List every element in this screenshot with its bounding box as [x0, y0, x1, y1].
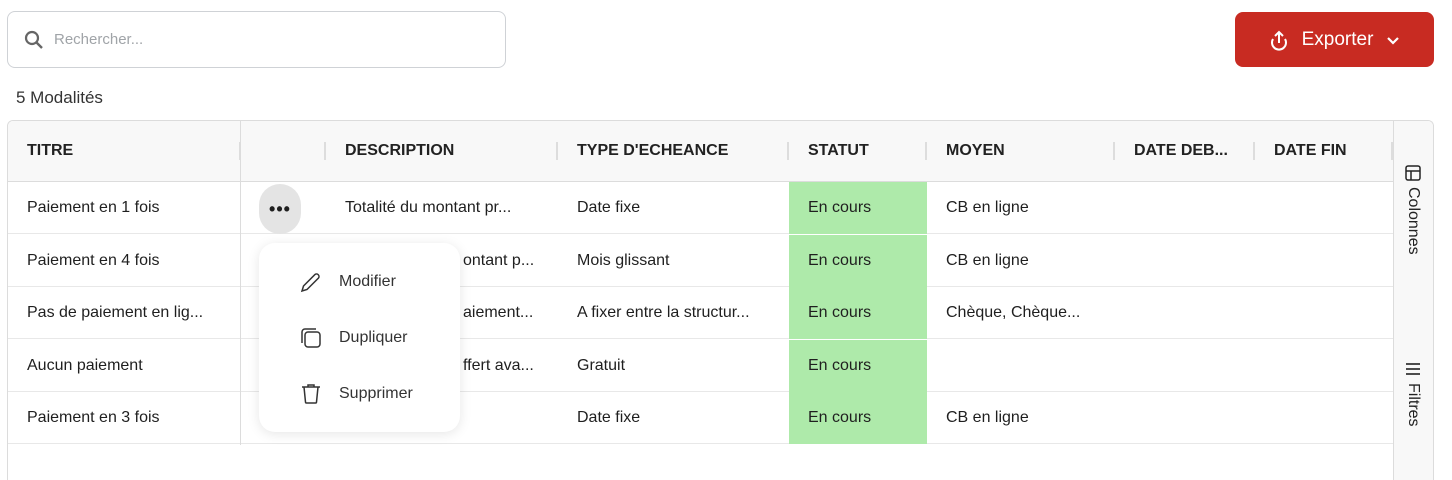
- column-header[interactable]: TITRE: [8, 121, 241, 181]
- column-header[interactable]: DATE FIN: [1255, 121, 1393, 181]
- cell-type: Date fixe: [577, 199, 641, 216]
- cell-type: Gratuit: [577, 356, 626, 374]
- grid-header: TITRE DESCRIPTION TYPE D'ECHEANCE STATUT MOY…: [8, 121, 1393, 182]
- menu-item-label: Dupliquer: [339, 329, 408, 346]
- more-icon: •••: [269, 198, 291, 219]
- column-header[interactable]: [241, 121, 326, 181]
- column-header[interactable]: DESCRIPTION: [326, 121, 558, 181]
- cell-type: Mois glissant: [577, 251, 670, 269]
- pinned-column-divider: [240, 121, 241, 445]
- columns-label: Colonnes: [1405, 187, 1422, 255]
- menu-item-label: Modifier: [339, 273, 396, 290]
- side-bar: Colonnes Filtres: [1393, 121, 1433, 480]
- cell-date-fin: [1255, 392, 1393, 444]
- cell-moyen: [927, 340, 1115, 392]
- export-label: Exporter: [1301, 28, 1374, 50]
- cell-moyen: CB en ligne: [946, 251, 1029, 269]
- search-input[interactable]: [54, 31, 474, 48]
- column-header-label: MOYEN: [946, 142, 1005, 159]
- cell-description: ffert ava...: [463, 356, 534, 374]
- row-actions-button[interactable]: •••: [259, 184, 301, 234]
- cell-date-fin: [1255, 235, 1393, 287]
- column-header[interactable]: STATUT: [789, 121, 927, 181]
- cell-type: Date fixe: [577, 409, 641, 426]
- cell-statut: En cours: [789, 339, 927, 392]
- cell-description: ontant p...: [463, 251, 535, 269]
- cell-date-fin: [1255, 287, 1393, 339]
- cell-date-debut: [1115, 235, 1255, 287]
- table-row[interactable]: Paiement en 4 fois ontant p... Mois glissa…: [8, 234, 1393, 287]
- filters-panel-button[interactable]: Filtres: [1404, 361, 1422, 427]
- column-resize-handle[interactable]: [925, 142, 927, 160]
- cell-moyen: CB en ligne: [946, 199, 1029, 216]
- column-resize-handle[interactable]: [1391, 142, 1393, 160]
- columns-panel-button[interactable]: Colonnes: [1404, 165, 1422, 255]
- column-header[interactable]: TYPE D'ECHEANCE: [558, 121, 789, 181]
- cell-moyen: CB en ligne: [946, 409, 1029, 426]
- cell-titre: Paiement en 3 fois: [27, 409, 160, 426]
- table-row[interactable]: Pas de paiement en lig... aiement... A fix…: [8, 287, 1393, 339]
- cell-titre: Pas de paiement en lig...: [27, 304, 204, 321]
- column-resize-handle[interactable]: [787, 142, 789, 160]
- row-actions-menu: Modifier Dupliquer Supprimer: [259, 243, 460, 432]
- menu-item-supprimer[interactable]: Supprimer: [259, 366, 460, 422]
- column-header-label: TYPE D'ECHEANCE: [577, 142, 729, 159]
- cell-type: A fixer entre la structur...: [577, 304, 750, 321]
- filters-label: Filtres: [1405, 383, 1422, 427]
- column-resize-handle[interactable]: [556, 142, 558, 160]
- cell-titre: Paiement en 4 fois: [27, 251, 160, 269]
- cell-date-fin: [1255, 182, 1393, 234]
- menu-item-modifier[interactable]: Modifier: [259, 254, 460, 310]
- trash-icon: [302, 384, 320, 404]
- column-header-label: STATUT: [808, 142, 869, 159]
- search-icon: [24, 30, 43, 49]
- table-row[interactable]: Aucun paiement ffert ava... Gratuit En cour…: [8, 339, 1393, 392]
- cell-titre: Aucun paiement: [27, 356, 143, 374]
- chevron-down-icon: [1387, 36, 1400, 45]
- cell-description: Totalité du montant pr...: [345, 199, 512, 216]
- cell-description: aiement...: [463, 304, 534, 321]
- menu-item-label: Supprimer: [339, 385, 413, 402]
- table-row[interactable]: Paiement en 1 fois Totalité du montant pr…: [8, 182, 1393, 234]
- column-header-label: DATE FIN: [1274, 142, 1347, 159]
- column-resize-handle[interactable]: [1253, 142, 1255, 160]
- cell-statut: En cours: [789, 392, 927, 444]
- column-header[interactable]: DATE DEB...: [1115, 121, 1255, 181]
- cell-date-fin: [1255, 340, 1393, 392]
- column-header-label: DESCRIPTION: [345, 142, 455, 159]
- pencil-icon: [300, 273, 320, 293]
- column-header[interactable]: MOYEN: [927, 121, 1115, 181]
- column-header-label: TITRE: [27, 142, 74, 159]
- copy-icon: [301, 328, 321, 348]
- search-field[interactable]: [7, 11, 506, 68]
- filter-icon: [1406, 363, 1420, 375]
- column-resize-handle[interactable]: [324, 142, 326, 160]
- cell-statut: En cours: [789, 234, 927, 287]
- menu-item-dupliquer[interactable]: Dupliquer: [259, 310, 460, 366]
- cell-titre: Paiement en 1 fois: [27, 199, 160, 216]
- result-count: 5 Modalités: [16, 88, 103, 107]
- column-header-label: DATE DEB...: [1134, 142, 1228, 159]
- export-button[interactable]: Exporter: [1235, 12, 1434, 67]
- cell-date-debut: [1115, 392, 1255, 444]
- table-row[interactable]: Paiement en 3 fois Date fixe En cours CB en…: [8, 392, 1393, 444]
- data-grid: TITRE DESCRIPTION TYPE D'ECHEANCE STATUT MOY…: [7, 120, 1434, 480]
- cell-date-debut: [1115, 287, 1255, 339]
- cell-moyen: Chèque, Chèque...: [946, 304, 1081, 321]
- table-icon: [1405, 165, 1421, 181]
- cell-date-debut: [1115, 340, 1255, 392]
- upload-icon: [1270, 30, 1287, 51]
- column-resize-handle[interactable]: [1113, 142, 1115, 160]
- cell-date-debut: [1115, 182, 1255, 234]
- cell-statut: En cours: [789, 287, 927, 339]
- cell-statut: En cours: [789, 182, 927, 234]
